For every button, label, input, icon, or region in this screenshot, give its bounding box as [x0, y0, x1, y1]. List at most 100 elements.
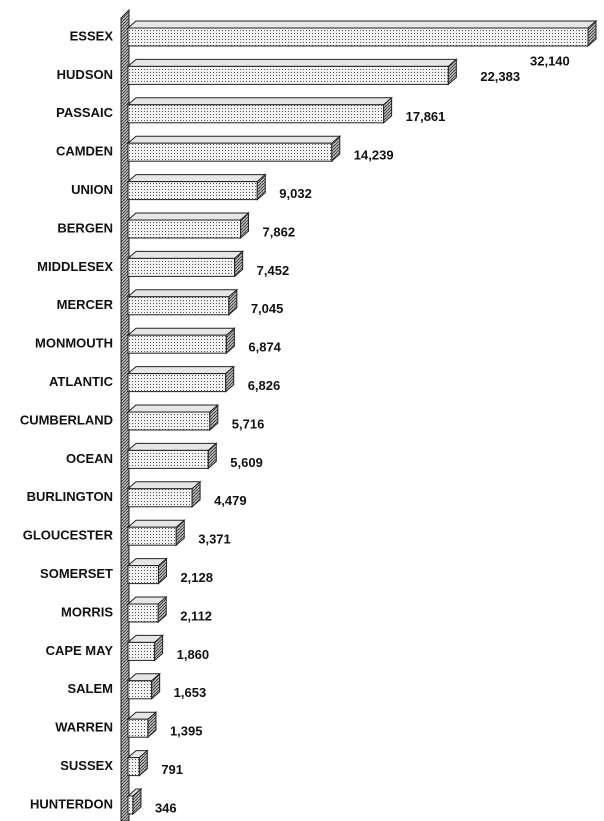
category-label: MERCER	[57, 297, 114, 312]
value-label: 4,479	[214, 493, 247, 508]
bar	[127, 334, 227, 354]
bar-side	[234, 250, 244, 278]
category-label: CAPE MAY	[46, 643, 114, 658]
value-label: 1,653	[174, 685, 207, 700]
category-label: OCEAN	[66, 451, 113, 466]
bar-side	[207, 442, 217, 470]
value-label: 6,826	[248, 378, 281, 393]
bar	[127, 641, 156, 661]
bar-top	[126, 366, 236, 375]
bar-top	[126, 327, 236, 336]
value-label: 1,860	[177, 647, 210, 662]
value-label: 17,861	[406, 109, 446, 124]
bar-top	[126, 442, 218, 451]
bar-side	[209, 403, 219, 432]
bar-top	[126, 174, 267, 183]
category-label: MIDDLESEX	[37, 259, 113, 274]
bar-top	[126, 58, 458, 67]
value-label: 3,371	[198, 532, 231, 547]
bar-side	[240, 211, 250, 240]
bar-top	[126, 212, 250, 221]
value-label: 14,239	[354, 148, 394, 163]
category-label: MORRIS	[61, 604, 113, 619]
value-label: 791	[161, 762, 183, 777]
value-label: 2,112	[180, 608, 212, 623]
category-label: HUNTERDON	[30, 796, 113, 811]
bar	[127, 603, 159, 623]
value-label: 2,128	[180, 570, 213, 585]
bar-side	[225, 327, 235, 355]
category-label: MONMOUTH	[35, 336, 113, 351]
bar-side	[157, 557, 167, 585]
value-label: 7,452	[257, 263, 290, 278]
bar-side	[157, 595, 167, 624]
bar-top	[126, 481, 202, 490]
bar	[127, 181, 258, 201]
axis-wall	[120, 8, 130, 821]
value-label: 32,140	[530, 53, 570, 68]
bar-side	[228, 288, 238, 316]
bar-side	[147, 711, 157, 739]
bar	[127, 373, 227, 393]
bar	[127, 219, 242, 239]
bar	[127, 565, 159, 585]
bar-side	[191, 480, 201, 508]
category-label: CAMDEN	[56, 144, 113, 159]
bar	[127, 449, 209, 469]
value-label: 7,862	[263, 224, 296, 239]
category-label: SOMERSET	[40, 566, 113, 581]
category-label: ATLANTIC	[49, 374, 114, 389]
bar-side	[154, 634, 164, 662]
category-label: BERGEN	[57, 220, 113, 235]
bar	[127, 526, 177, 546]
bar-side	[256, 173, 266, 201]
bar	[127, 296, 230, 316]
category-label: SUSSEX	[60, 758, 113, 773]
bar-top	[126, 404, 220, 413]
category-label: UNION	[71, 182, 113, 197]
bar	[127, 488, 193, 508]
value-label: 5,609	[230, 455, 263, 470]
bar	[127, 257, 236, 277]
category-label: SALEM	[68, 681, 114, 696]
bar-side	[225, 365, 235, 393]
category-label: CUMBERLAND	[20, 412, 113, 427]
value-label: 5,716	[232, 416, 265, 431]
category-label: HUDSON	[57, 67, 113, 82]
bar-side	[383, 96, 393, 124]
bar	[127, 680, 153, 700]
category-label: PASSAIC	[56, 105, 113, 120]
bar-side	[138, 749, 148, 777]
bar	[127, 65, 449, 85]
bar-top	[126, 519, 186, 528]
bar	[127, 104, 385, 124]
bar	[127, 757, 140, 777]
category-label: BURLINGTON	[27, 489, 113, 504]
bar	[127, 27, 589, 47]
value-label: 346	[155, 800, 177, 815]
value-label: 1,395	[170, 724, 203, 739]
bar	[127, 718, 149, 738]
category-label: GLOUCESTER	[23, 528, 114, 543]
bar	[127, 142, 333, 162]
category-label: WARREN	[55, 720, 113, 735]
value-label: 22,383	[480, 69, 520, 84]
bar-side	[132, 787, 142, 816]
bar-top	[126, 97, 393, 106]
bar-side	[151, 672, 161, 700]
bar-side	[587, 19, 597, 48]
value-label: 9,032	[279, 186, 312, 201]
value-label: 7,045	[251, 301, 284, 316]
bar-side	[175, 519, 185, 547]
bar-top	[126, 250, 244, 259]
category-label: ESSEX	[70, 28, 114, 43]
bar	[127, 795, 134, 815]
bar-top	[126, 20, 598, 29]
bar	[127, 411, 211, 431]
bar-top	[126, 289, 239, 298]
bar-side	[447, 58, 457, 86]
value-label: 6,874	[248, 340, 281, 355]
bar-top	[126, 135, 342, 144]
bar-side	[331, 135, 341, 163]
